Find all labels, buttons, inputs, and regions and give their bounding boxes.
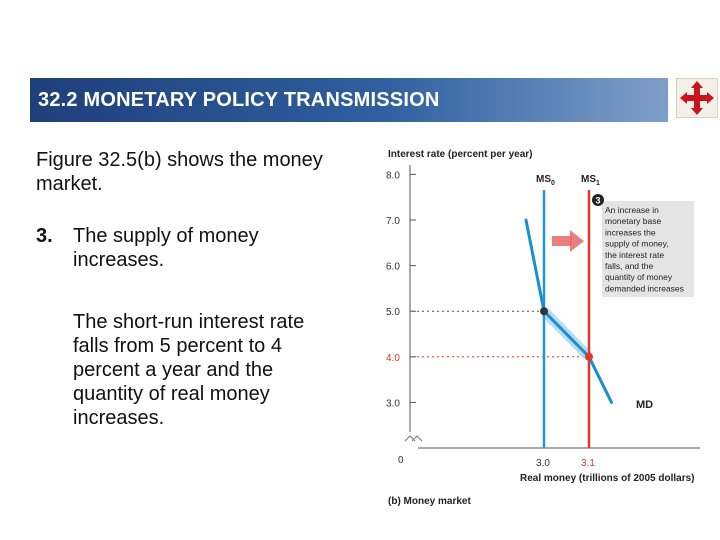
x-axis-label: Real money (trillions of 2005 dollars) [520,473,695,484]
ms1-label: MS1 [581,174,600,187]
callout-line: the interest rate [605,250,664,260]
y-zero-label: 0 [398,455,404,466]
callout-line: increases the [605,227,656,237]
ms0-label: MS0 [536,174,555,187]
equilibrium-point-ms1 [585,352,593,361]
list-text: The supply of money increases. [73,225,259,271]
callout-background [602,201,694,297]
callout-line: quantity of money [605,272,673,282]
x-tick-label: 3.0 [536,458,550,469]
callout-line: falls, and the [605,261,653,271]
callout-line: supply of money, [605,239,669,249]
title-bar: 32.2 MONETARY POLICY TRANSMISSION [30,78,668,122]
explanation-paragraph: The short-run interest rate falls from 5… [73,311,305,429]
y-axis-label: Interest rate (percent per year) [388,149,533,160]
list-number: 3. [36,225,53,247]
ms0-label-sub: 0 [551,180,555,187]
y-tick-label: 5.0 [386,307,400,318]
y-tick-label: 7.0 [386,216,400,227]
slide-title: 32.2 MONETARY POLICY TRANSMISSION [38,89,440,111]
ms1-label-sub: 1 [596,180,600,187]
shift-arrow-body [552,236,572,246]
callout-number: 3 [595,196,600,206]
y-tick-label: 3.0 [386,398,400,409]
callout-number-badge [592,194,604,206]
list-item: 3. The supply of money increases. [36,224,326,272]
equilibrium-point-ms0 [540,307,548,316]
shift-arrow-head [570,230,584,252]
axis-break [404,435,423,442]
md-curve [524,218,613,404]
intro-paragraph: Figure 32.5(b) shows the money market. [36,149,323,195]
callout-line: monetary base [605,216,661,226]
callout-line: demanded increases [605,283,684,293]
md-label: MD [636,399,653,411]
panel-caption: (b) Money market [388,496,471,507]
red-cross-arrows-logo-icon [680,81,714,115]
logo [676,78,718,118]
x-tick-label: 3.1 [581,458,595,469]
y-tick-label: 6.0 [386,262,400,273]
callout-line: An increase in [605,205,659,215]
y-tick-label: 8.0 [386,170,400,181]
y-tick-label: 4.0 [386,353,400,364]
